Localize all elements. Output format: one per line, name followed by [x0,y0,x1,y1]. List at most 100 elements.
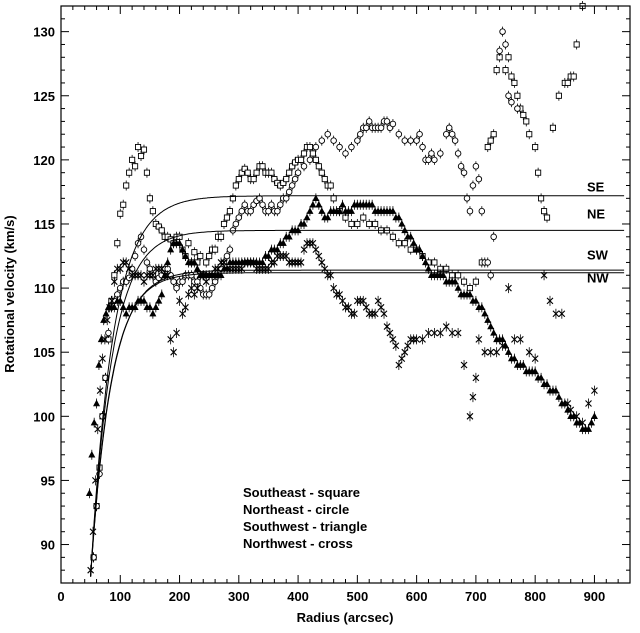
data-point-circle [407,135,414,146]
y-tick-label: 90 [41,538,55,553]
data-point-circle [140,244,148,255]
data-point-circle [431,154,438,165]
data-point-cross [540,270,548,281]
data-point-square [191,247,198,258]
data-point-cross [116,263,124,274]
data-point-cross [493,347,501,358]
legend-block: Southeast - square Northeast - circle So… [243,485,367,551]
data-point-square [114,238,121,249]
data-point-triangle [122,308,130,319]
data-point-cross [567,404,575,415]
data-point-circle [508,97,515,108]
data-point-circle [413,135,420,146]
data-point-cross [386,327,394,338]
tick-labels-layer: 0 100 200 300 400 500 600 700 800 900 90 95 100 105 11… [33,25,605,604]
data-point-cross [511,334,518,345]
data-point-cross [419,334,426,345]
data-point-circle [300,161,308,172]
data-point-square [455,270,462,281]
data-point-cross [279,251,287,262]
data-point-cross [220,257,228,268]
data-point-triangle [585,424,593,435]
data-point-square [312,154,319,165]
data-point-circle [265,206,272,217]
data-point-cross [499,340,506,351]
data-point-cross [122,257,130,268]
data-point-cross [469,392,477,403]
x-tick-label: 400 [287,589,309,604]
data-point-cross [94,424,102,435]
data-point-cross [273,251,281,262]
data-point-triangle [300,218,308,229]
data-point-cross [505,283,512,294]
data-point-square [185,238,192,249]
data-point-triangle [422,257,430,268]
data-point-square [472,276,479,287]
data-point-circle [428,148,435,159]
data-point-cross [336,289,343,300]
data-point-cross [324,270,332,281]
x-tick-label: 700 [465,589,487,604]
data-point-circle [226,244,234,255]
data-point-square [206,251,213,262]
data-point-triangle [407,231,415,242]
data-point-cross [410,334,418,345]
data-point-cross [591,385,598,396]
x-tick-label: 600 [406,589,428,604]
y-tick-label: 115 [34,217,55,232]
data-point-circle [451,135,459,146]
data-point-circle [499,26,506,37]
data-point-triangle [510,353,518,364]
data-point-square [244,167,251,178]
data-point-circle [342,148,349,159]
ticks-layer [60,5,631,583]
data-point-square [570,71,577,82]
data-point-cross [374,295,382,306]
data-point-circle [502,39,509,50]
data-point-triangle [309,199,317,210]
data-point-cross [330,283,338,294]
data-point-triangle [303,212,311,223]
data-point-square [120,199,127,210]
data-point-square [232,180,239,191]
data-point-cross [137,270,145,281]
data-point-triangle [439,270,447,281]
x-tick-label: 500 [347,589,369,604]
data-point-cross [155,263,163,274]
data-point-square [541,206,548,217]
data-point-cross [268,257,275,268]
data-point-square [283,174,290,185]
data-point-triangle [478,302,486,313]
data-point-circle [294,167,302,178]
data-point-triangle [543,379,551,390]
data-point-circle [463,193,471,204]
data-point-square [389,231,396,242]
data-point-square [327,180,334,191]
data-point-square [555,90,562,101]
data-point-circle [445,122,453,133]
data-point-square [223,212,231,223]
data-point-triangle [395,212,403,223]
curve-label-nw: NW [587,271,609,286]
data-point-triangle [100,315,108,326]
y-tick-label: 95 [41,473,55,488]
data-point-triangle [389,206,397,217]
data-point-circle [277,199,284,210]
data-point-cross [353,295,361,306]
data-point-cross [262,263,269,274]
data-point-square [573,39,580,50]
data-point-cross [179,308,186,319]
data-point-triangle [176,238,184,249]
data-point-triangle [466,289,474,300]
data-point-square [490,129,497,140]
data-point-square [235,174,242,185]
data-point-triangle [519,360,527,371]
data-point-triangle [587,417,595,428]
data-point-cross [244,257,252,268]
data-point-square [253,167,260,178]
data-point-cross [425,327,432,338]
data-point-triangle [179,244,187,255]
data-point-circle [357,129,364,140]
data-point-triangle [555,392,563,403]
data-point-square [140,144,148,155]
